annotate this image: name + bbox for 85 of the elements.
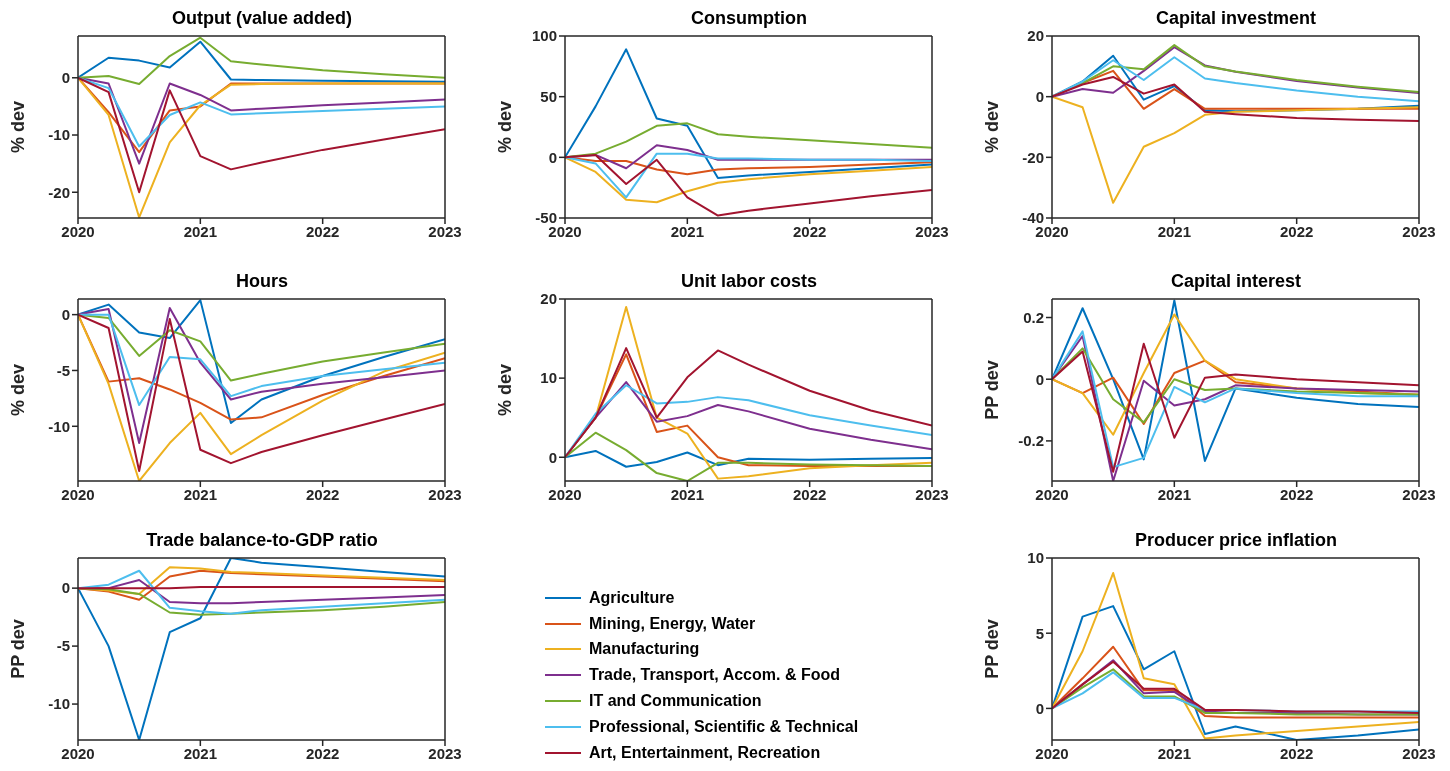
- y-tick-label: -10: [48, 126, 70, 144]
- chart-title: Producer price inflation: [1133, 530, 1338, 551]
- y-tick-label: -0.2: [1018, 432, 1044, 450]
- x-tick-label: 2020: [548, 485, 582, 503]
- line-series: [1052, 75, 1419, 122]
- chart-title: Capital investment: [1154, 8, 1317, 29]
- y-axis-title: PP dev: [981, 618, 1003, 679]
- x-tick-label: 2022: [792, 222, 827, 240]
- y-axis-title: % dev: [7, 100, 29, 153]
- y-tick-label: 10: [1027, 549, 1044, 567]
- line-series: [1052, 56, 1419, 103]
- y-tick-label: 50: [540, 87, 557, 105]
- x-tick-label: 2020: [61, 222, 95, 240]
- x-tick-label: 2023: [1402, 222, 1436, 240]
- y-tick-label: 0: [61, 305, 70, 323]
- y-tick-label: 0: [1035, 370, 1044, 388]
- x-tick-label: 2020: [61, 485, 95, 503]
- line-series: [78, 76, 445, 194]
- x-tick-label: 2022: [1279, 744, 1314, 762]
- y-tick-label: 0: [548, 448, 557, 466]
- legend-label: Mining, Energy, Water: [589, 614, 756, 633]
- x-tick-label: 2022: [305, 485, 340, 503]
- x-tick-label: 2023: [428, 222, 462, 240]
- x-tick-label: 2021: [1157, 222, 1192, 240]
- chart-title: Trade balance-to-GDP ratio: [145, 530, 379, 551]
- legend-label: Agriculture: [589, 588, 675, 607]
- x-tick-label: 2020: [1035, 744, 1069, 762]
- y-tick-label: -20: [1022, 148, 1044, 166]
- legend-label: Manufacturing: [589, 640, 700, 659]
- y-axis-title: % dev: [494, 100, 516, 153]
- legend-label: IT and Communication: [589, 692, 762, 711]
- x-tick-label: 2020: [61, 744, 95, 762]
- line-series: [78, 569, 445, 601]
- y-tick-label: 20: [540, 290, 557, 308]
- x-tick-label: 2020: [1035, 485, 1069, 503]
- chart-title: Hours: [235, 271, 289, 292]
- y-tick-label: -5: [56, 637, 70, 655]
- x-tick-label: 2023: [1402, 744, 1436, 762]
- x-tick-label: 2023: [1402, 485, 1436, 503]
- y-tick-label: 10: [540, 369, 557, 387]
- y-tick-label: -20: [48, 183, 70, 201]
- x-tick-label: 2022: [1279, 222, 1314, 240]
- y-tick-label: 5: [1035, 624, 1044, 642]
- y-tick-label: 0.2: [1023, 308, 1044, 326]
- y-tick-label: 20: [1027, 27, 1044, 45]
- x-tick-label: 2022: [305, 744, 340, 762]
- x-tick-label: 2022: [305, 222, 340, 240]
- y-tick-label: 0: [61, 69, 70, 87]
- y-axis-title: % dev: [7, 363, 29, 416]
- legend-label: Trade, Transport, Accom. & Food: [589, 666, 840, 685]
- x-tick-label: 2023: [915, 485, 949, 503]
- legend-label: Art, Entertainment, Recreation: [589, 743, 821, 762]
- x-tick-label: 2021: [670, 222, 705, 240]
- y-tick-label: -10: [48, 417, 70, 435]
- y-tick-label: 0: [1035, 87, 1044, 105]
- y-axis-title: PP dev: [981, 359, 1003, 420]
- line-series: [565, 449, 932, 468]
- y-tick-label: 100: [531, 27, 557, 45]
- x-tick-label: 2021: [1157, 744, 1192, 762]
- y-tick-label: 0: [1035, 699, 1044, 717]
- x-tick-label: 2021: [1157, 485, 1192, 503]
- y-axis-title: % dev: [981, 100, 1003, 153]
- chart-title: Consumption: [690, 8, 808, 29]
- x-tick-label: 2021: [183, 222, 218, 240]
- chart-title: Capital interest: [1169, 271, 1302, 292]
- chart-title: Output (value added): [171, 8, 353, 29]
- x-tick-label: 2021: [670, 485, 705, 503]
- x-tick-label: 2022: [792, 485, 827, 503]
- line-series: [565, 48, 932, 179]
- x-tick-label: 2023: [428, 744, 462, 762]
- line-series: [78, 306, 445, 445]
- line-series: [1052, 95, 1419, 204]
- y-tick-label: -10: [48, 695, 70, 713]
- x-tick-label: 2021: [183, 485, 218, 503]
- y-axis-title: % dev: [494, 363, 516, 416]
- y-tick-label: -5: [56, 361, 70, 379]
- x-tick-label: 2022: [1279, 485, 1314, 503]
- x-tick-label: 2023: [428, 485, 462, 503]
- x-tick-label: 2023: [915, 222, 949, 240]
- y-tick-label: 0: [61, 579, 70, 597]
- legend-label: Professional, Scientific & Technical: [589, 717, 859, 736]
- y-tick-label: 0: [548, 148, 557, 166]
- x-tick-label: 2021: [183, 744, 218, 762]
- chart-title: Unit labor costs: [680, 271, 818, 292]
- y-axis-title: PP dev: [7, 618, 29, 679]
